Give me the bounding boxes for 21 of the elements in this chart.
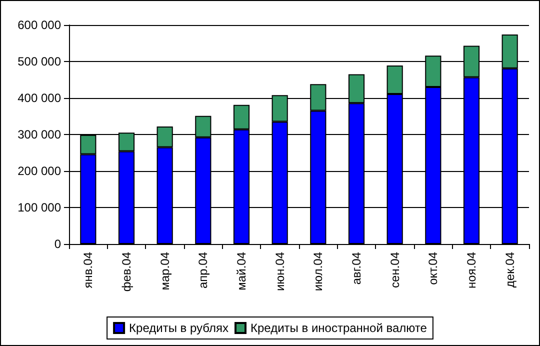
y-tick-label: 600 000 [18, 18, 62, 32]
x-tick-label: дек.04 [502, 252, 517, 288]
y-tick-label: 300 000 [18, 128, 62, 142]
x-tick-label: июн.04 [272, 252, 287, 292]
y-tick-label: 100 000 [18, 200, 62, 214]
x-tick-label: апр.04 [196, 252, 210, 289]
x-tick-label: сен.04 [388, 252, 402, 288]
x-tick-label: июл.04 [311, 252, 326, 292]
x-tick-label: янв.04 [81, 252, 96, 288]
y-tick-label: 0 [54, 237, 62, 251]
x-tick-label: авг.04 [350, 252, 364, 285]
legend-label: Кредиты в иностранной валюте [250, 321, 428, 335]
x-tick-label: фев.04 [120, 252, 134, 292]
x-tick-label: мар.04 [158, 252, 172, 290]
x-tick-label: окт.04 [426, 252, 440, 285]
y-tick-label: 500 000 [18, 54, 62, 68]
x-tick-label: ноя.04 [464, 252, 478, 288]
y-tick-label: 200 000 [18, 164, 62, 178]
x-tick-label: май.04 [234, 252, 248, 290]
legend-label: Кредиты в рублях [129, 321, 229, 335]
y-tick-label: 400 000 [18, 91, 62, 105]
